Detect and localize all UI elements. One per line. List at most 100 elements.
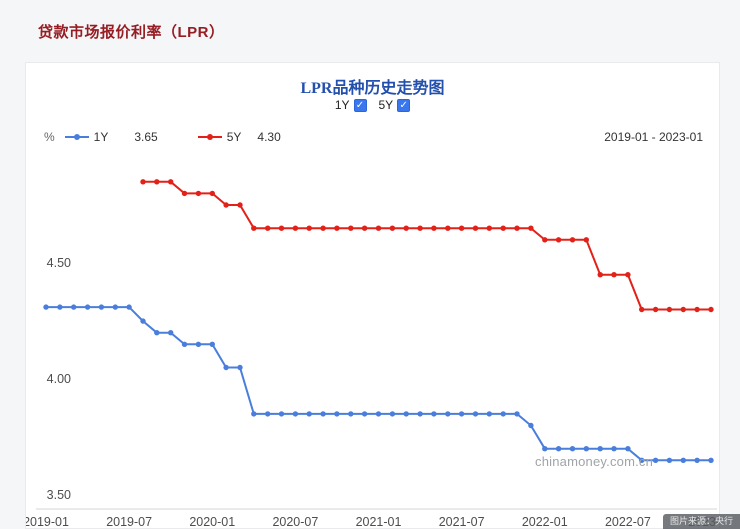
data-point-1y[interactable] bbox=[223, 364, 229, 371]
data-point-1y[interactable] bbox=[348, 411, 354, 417]
data-point-1y[interactable] bbox=[168, 330, 174, 336]
data-point-1y[interactable] bbox=[458, 411, 465, 417]
data-point-5y[interactable] bbox=[168, 179, 174, 185]
legend-item-1y[interactable]: 1Y bbox=[64, 130, 108, 144]
data-point-5y[interactable] bbox=[528, 225, 534, 231]
data-point-1y[interactable] bbox=[209, 341, 215, 347]
data-point-5y[interactable] bbox=[445, 225, 451, 231]
data-point-1y[interactable] bbox=[708, 457, 714, 463]
data-point-5y[interactable] bbox=[611, 272, 617, 278]
x-tick-label: 2022-01 bbox=[522, 515, 568, 529]
data-point-1y[interactable] bbox=[98, 304, 105, 310]
data-point-1y[interactable] bbox=[514, 411, 520, 417]
data-point-1y[interactable] bbox=[652, 457, 659, 463]
data-point-1y[interactable] bbox=[265, 411, 271, 417]
data-point-5y[interactable] bbox=[320, 225, 326, 231]
data-point-1y[interactable] bbox=[181, 341, 188, 347]
data-point-5y[interactable] bbox=[680, 306, 686, 313]
data-point-5y[interactable] bbox=[292, 225, 299, 231]
data-point-1y[interactable] bbox=[431, 411, 437, 417]
data-point-5y[interactable] bbox=[555, 237, 562, 243]
data-point-5y[interactable] bbox=[348, 225, 354, 231]
data-point-1y[interactable] bbox=[361, 411, 368, 417]
data-point-1y[interactable] bbox=[445, 411, 451, 417]
data-point-5y[interactable] bbox=[597, 272, 603, 278]
data-point-1y[interactable] bbox=[320, 411, 326, 417]
data-point-5y[interactable] bbox=[181, 190, 188, 197]
data-point-5y[interactable] bbox=[472, 225, 479, 231]
lpr-chart: 2019-01 2019-07 2020-01 2020-07 2021-01 2021-… bbox=[26, 179, 719, 529]
data-point-1y[interactable] bbox=[126, 304, 132, 310]
data-point-5y[interactable] bbox=[694, 306, 700, 313]
data-point-5y[interactable] bbox=[375, 225, 382, 231]
data-point-1y[interactable] bbox=[542, 446, 548, 452]
data-point-1y[interactable] bbox=[57, 304, 63, 310]
data-point-5y[interactable] bbox=[361, 225, 368, 231]
toggle-1y-checkbox[interactable]: ✓ bbox=[353, 98, 367, 112]
data-point-1y[interactable] bbox=[278, 411, 285, 417]
data-point-1y[interactable] bbox=[625, 446, 631, 452]
data-point-1y[interactable] bbox=[500, 411, 506, 417]
data-point-1y[interactable] bbox=[154, 330, 160, 336]
data-point-5y[interactable] bbox=[403, 225, 409, 231]
data-point-1y[interactable] bbox=[639, 457, 645, 463]
data-point-5y[interactable] bbox=[625, 272, 631, 278]
data-point-5y[interactable] bbox=[514, 225, 520, 231]
data-point-1y[interactable] bbox=[486, 411, 492, 417]
data-point-1y[interactable] bbox=[694, 457, 700, 463]
data-point-1y[interactable] bbox=[306, 411, 312, 417]
data-point-1y[interactable] bbox=[375, 411, 382, 417]
data-point-1y[interactable] bbox=[334, 411, 340, 417]
data-point-5y[interactable] bbox=[458, 225, 465, 231]
data-point-5y[interactable] bbox=[389, 225, 396, 231]
data-point-5y[interactable] bbox=[140, 179, 146, 185]
toggle-5y[interactable]: 5Y ✓ bbox=[379, 98, 411, 112]
data-point-1y[interactable] bbox=[140, 318, 146, 324]
data-point-5y[interactable] bbox=[500, 225, 506, 231]
data-point-1y[interactable] bbox=[528, 422, 534, 429]
data-point-5y[interactable] bbox=[583, 237, 589, 243]
data-point-1y[interactable] bbox=[71, 304, 77, 310]
data-point-1y[interactable] bbox=[666, 457, 673, 463]
data-point-1y[interactable] bbox=[555, 446, 562, 452]
data-point-5y[interactable] bbox=[708, 306, 714, 313]
data-point-1y[interactable] bbox=[569, 446, 576, 452]
series-toggle-row: 1Y ✓ 5Y ✓ bbox=[26, 98, 719, 112]
data-point-5y[interactable] bbox=[417, 225, 423, 231]
data-point-1y[interactable] bbox=[389, 411, 396, 417]
data-point-5y[interactable] bbox=[666, 306, 673, 313]
data-point-5y[interactable] bbox=[209, 190, 215, 197]
data-point-5y[interactable] bbox=[278, 225, 285, 231]
data-point-1y[interactable] bbox=[292, 411, 299, 417]
data-point-1y[interactable] bbox=[251, 411, 257, 417]
data-point-5y[interactable] bbox=[306, 225, 312, 231]
data-point-1y[interactable] bbox=[680, 457, 686, 463]
data-point-5y[interactable] bbox=[569, 237, 576, 243]
data-point-1y[interactable] bbox=[43, 304, 49, 310]
data-point-1y[interactable] bbox=[472, 411, 479, 417]
data-point-5y[interactable] bbox=[251, 225, 257, 231]
data-point-1y[interactable] bbox=[583, 446, 589, 452]
data-point-1y[interactable] bbox=[403, 411, 409, 417]
data-point-1y[interactable] bbox=[417, 411, 423, 417]
data-point-5y[interactable] bbox=[431, 225, 437, 231]
data-point-5y[interactable] bbox=[639, 306, 645, 313]
data-point-5y[interactable] bbox=[486, 225, 492, 231]
data-point-5y[interactable] bbox=[195, 190, 202, 197]
data-point-5y[interactable] bbox=[265, 225, 271, 231]
data-point-1y[interactable] bbox=[237, 364, 243, 371]
data-point-1y[interactable] bbox=[611, 446, 617, 452]
data-point-5y[interactable] bbox=[154, 179, 160, 185]
data-point-1y[interactable] bbox=[84, 304, 91, 310]
toggle-1y[interactable]: 1Y ✓ bbox=[335, 98, 367, 112]
toggle-5y-checkbox[interactable]: ✓ bbox=[397, 98, 411, 112]
data-point-5y[interactable] bbox=[334, 225, 340, 231]
data-point-5y[interactable] bbox=[237, 202, 243, 208]
legend-item-5y[interactable]: 5Y bbox=[197, 130, 241, 144]
data-point-1y[interactable] bbox=[195, 341, 202, 347]
data-point-1y[interactable] bbox=[112, 304, 119, 310]
data-point-5y[interactable] bbox=[652, 306, 659, 313]
data-point-1y[interactable] bbox=[597, 446, 603, 452]
data-point-5y[interactable] bbox=[223, 202, 229, 208]
data-point-5y[interactable] bbox=[542, 237, 548, 243]
